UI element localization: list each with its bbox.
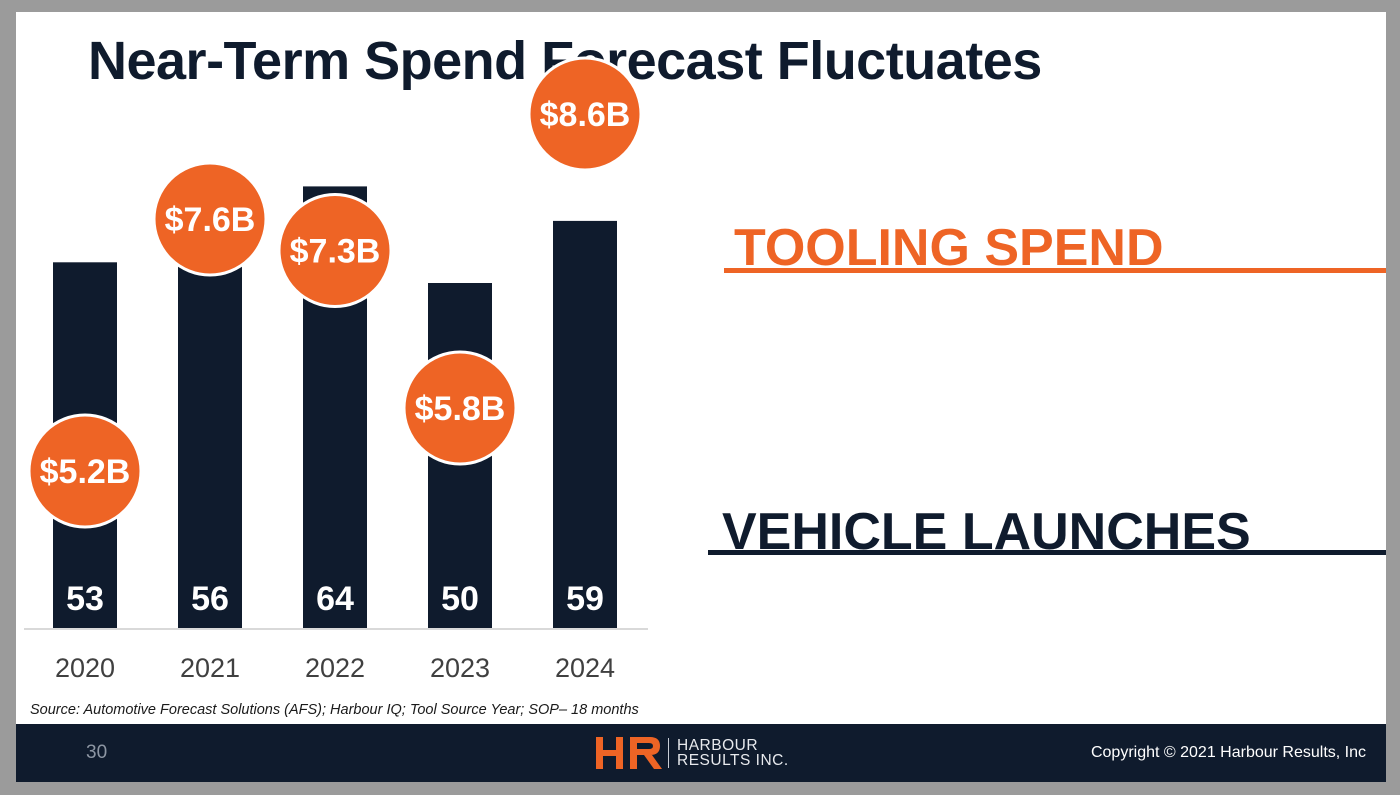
year-label-2024: 2024 xyxy=(555,653,615,683)
company-logo: HARBOUR RESULTS INC. xyxy=(594,734,789,772)
spend-bubble-2024 xyxy=(527,56,643,172)
logo-text-line1: HARBOUR xyxy=(677,737,759,754)
bar-value-2023: 50 xyxy=(441,580,479,618)
spend-bubble-2020 xyxy=(27,413,143,529)
spend-label-2023: $5.8B xyxy=(415,390,506,428)
spend-bubble-2022 xyxy=(277,193,393,308)
spend-label-2021: $7.6B xyxy=(165,201,256,239)
bar-value-2020: 53 xyxy=(66,580,104,618)
bar-2024 xyxy=(553,220,617,628)
copyright: Copyright © 2021 Harbour Results, Inc xyxy=(1090,744,1366,761)
bar-value-2022: 64 xyxy=(316,580,354,618)
spend-bubble-2021 xyxy=(152,161,268,277)
legend-tooling-spend: TOOLING SPEND xyxy=(734,219,1164,277)
legend-tooling-line xyxy=(724,268,1386,273)
bar-2021 xyxy=(178,241,242,628)
year-label-2022: 2022 xyxy=(305,653,365,683)
spend-label-2024: $8.6B xyxy=(540,96,631,134)
bar-value-2021: 56 xyxy=(191,580,229,618)
source-note: Source: Automotive Forecast Solutions (A… xyxy=(30,702,639,718)
year-label-2021: 2021 xyxy=(180,653,240,683)
legend-vehicle-line xyxy=(708,550,1386,555)
year-label-2020: 2020 xyxy=(55,653,115,683)
bar-chart: 53 2020 56 2021 64 2022 50 2023 59 2024 $5.2B $7.6B… xyxy=(24,56,648,683)
hr-logo-icon xyxy=(596,737,662,769)
footer: 30 HARBOUR RESULTS INC. Copyright © 2021… xyxy=(16,724,1386,782)
bar-value-2024: 59 xyxy=(566,580,604,618)
year-label-2023: 2023 xyxy=(430,653,490,683)
spend-bubble-2023 xyxy=(402,350,518,466)
logo-text: HARBOUR RESULTS INC. xyxy=(668,738,789,768)
logo-text-line2: RESULTS INC. xyxy=(677,752,789,769)
page-number: 30 xyxy=(86,742,108,763)
slide: Near-Term Spend Forecast Fluctuates 53 20… xyxy=(16,12,1386,782)
spend-label-2022: $7.3B xyxy=(290,233,381,271)
spend-label-2020: $5.2B xyxy=(40,453,131,491)
